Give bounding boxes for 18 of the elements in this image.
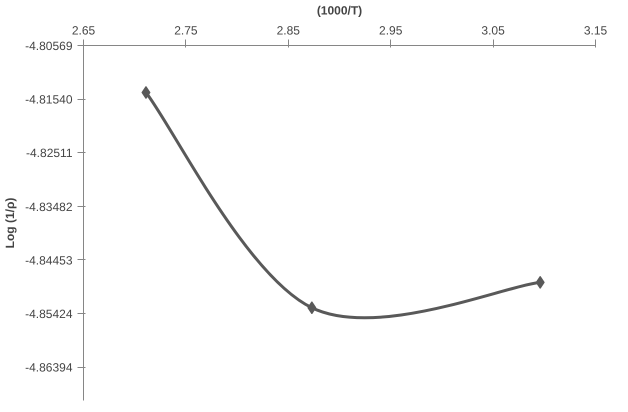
x-tick-label: 3.05 (481, 24, 506, 38)
y-tick-label: -4.83482 (25, 200, 73, 214)
point (307, 301, 316, 314)
y-tick-label: -4.84453 (25, 253, 73, 268)
x-tick-label: 2.95 (379, 24, 403, 38)
x-axis-title: (1000/T) (316, 4, 362, 18)
x-tick-label: 3.15 (584, 24, 608, 38)
x-tick-label: 2.75 (174, 24, 198, 38)
y-tick-label: -4.81540 (25, 92, 73, 107)
y-tick-label: -4.80569 (25, 39, 73, 53)
x-tick-label: 2.65 (72, 24, 96, 38)
y-tick-label: -4.85424 (25, 307, 73, 322)
y-tick-label: -4.86394 (25, 360, 73, 375)
point (141, 86, 150, 99)
point (536, 276, 545, 289)
y-tick-label: -4.82511 (26, 146, 73, 160)
x-tick-label: 2.85 (276, 24, 300, 38)
y-axis-title: Log (1/ρ) (3, 198, 18, 248)
